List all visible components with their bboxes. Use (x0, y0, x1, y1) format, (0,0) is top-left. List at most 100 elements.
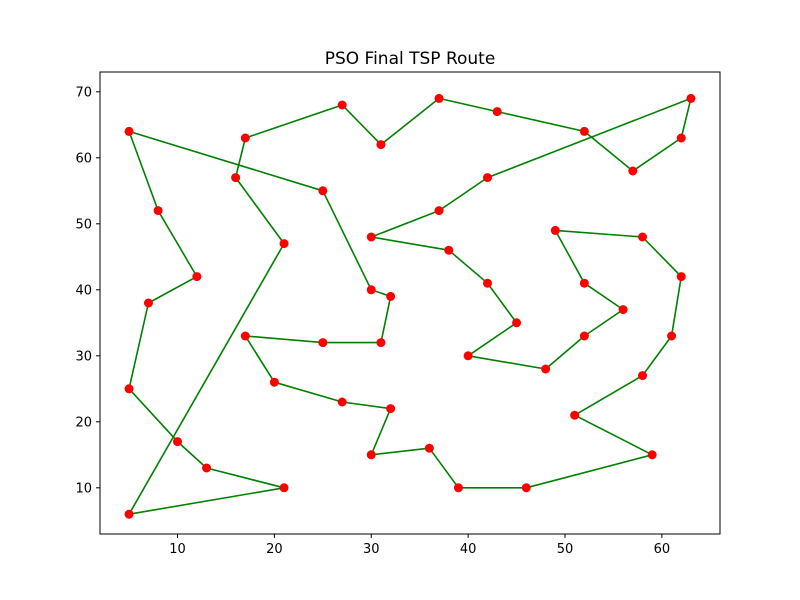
city-point (550, 225, 560, 235)
route-segment (128, 302, 150, 389)
route-segment (206, 467, 285, 489)
city-point (579, 126, 589, 136)
route-segment (245, 104, 343, 139)
route-segment (467, 322, 518, 357)
route-segment (680, 98, 692, 139)
route-segment (371, 447, 430, 456)
city-point (173, 437, 182, 447)
route-segment (370, 209, 440, 238)
city-point (240, 133, 250, 143)
y-axis: 10 20 30 40 50 60 70 (75, 85, 100, 496)
city-point (279, 239, 289, 249)
plot-frame (99, 71, 721, 535)
route-segment (322, 190, 372, 291)
city-point (202, 463, 212, 473)
city-point (628, 166, 638, 176)
route-segment (176, 441, 208, 469)
route-segment (574, 414, 653, 456)
x-tick-label: 30 (363, 542, 380, 557)
route-segment (438, 176, 488, 212)
route-segment (486, 282, 518, 324)
y-tick-label: 40 (75, 283, 92, 298)
city-point (521, 483, 531, 493)
route-segment (428, 447, 460, 489)
city-point (376, 140, 386, 150)
city-point (434, 93, 444, 103)
city-point (434, 206, 444, 216)
route-segment (526, 454, 653, 489)
city-point (269, 377, 279, 387)
route-segment (641, 236, 682, 278)
city-point (444, 245, 454, 255)
city-point (579, 331, 589, 341)
chart-title: PSO Final TSP Route (325, 49, 496, 69)
route-segment (497, 110, 585, 133)
city-point (541, 364, 551, 374)
city-point (337, 397, 347, 407)
city-point (124, 384, 134, 394)
route-segment (670, 276, 683, 337)
route-segment (632, 137, 682, 172)
y-tick-label: 10 (75, 481, 92, 496)
city-point (638, 232, 647, 242)
route-segment (128, 243, 285, 515)
x-tick-label: 50 (557, 542, 574, 557)
x-tick-label: 20 (266, 542, 283, 557)
city-point (366, 285, 376, 295)
city-point (386, 404, 396, 414)
city-point (424, 443, 434, 453)
route-segment (234, 177, 285, 245)
route-segment (555, 229, 643, 238)
route-segment (234, 137, 247, 178)
city-point (579, 278, 589, 288)
city-point (318, 338, 328, 348)
route-segment (128, 131, 159, 211)
route-segment (438, 97, 498, 113)
route-segment (244, 335, 276, 383)
city-point (512, 318, 522, 328)
route-segment (342, 401, 391, 410)
city-point (124, 126, 134, 136)
city-point (279, 483, 289, 493)
route-segment (370, 408, 392, 456)
x-tick-label: 10 (169, 542, 186, 557)
city-point (231, 173, 241, 183)
route-segment (583, 308, 624, 337)
route-segment (467, 355, 546, 370)
city-point (676, 272, 686, 282)
route-segment (341, 104, 382, 146)
route-segment (583, 130, 634, 172)
route-segment (371, 236, 449, 251)
route-segment (380, 97, 440, 146)
city-point (153, 206, 163, 216)
city-point (366, 450, 376, 460)
city-point (376, 338, 386, 348)
x-tick-label: 60 (654, 542, 671, 557)
route-segment (448, 249, 489, 284)
route-segment (157, 210, 198, 278)
city-point (240, 331, 250, 341)
city-point (492, 107, 502, 117)
city-point (483, 173, 492, 183)
route-segment (128, 388, 179, 443)
route-layer (128, 97, 692, 515)
x-tick-label: 40 (460, 542, 477, 557)
city-point (366, 232, 376, 242)
city-point (638, 371, 647, 381)
city-point (337, 100, 347, 110)
route-segment (128, 487, 285, 515)
route-segment (128, 130, 324, 192)
city-layer (124, 93, 696, 519)
city-point (192, 272, 202, 282)
city-point (386, 291, 396, 301)
city-point (483, 278, 492, 288)
y-tick-label: 20 (75, 415, 92, 430)
city-point (667, 331, 677, 341)
route-segment (245, 335, 323, 344)
city-point (124, 509, 134, 519)
city-point (143, 298, 153, 308)
city-point (676, 133, 686, 143)
route-segment (487, 97, 692, 179)
route-segment (583, 282, 624, 311)
city-point (463, 351, 473, 361)
